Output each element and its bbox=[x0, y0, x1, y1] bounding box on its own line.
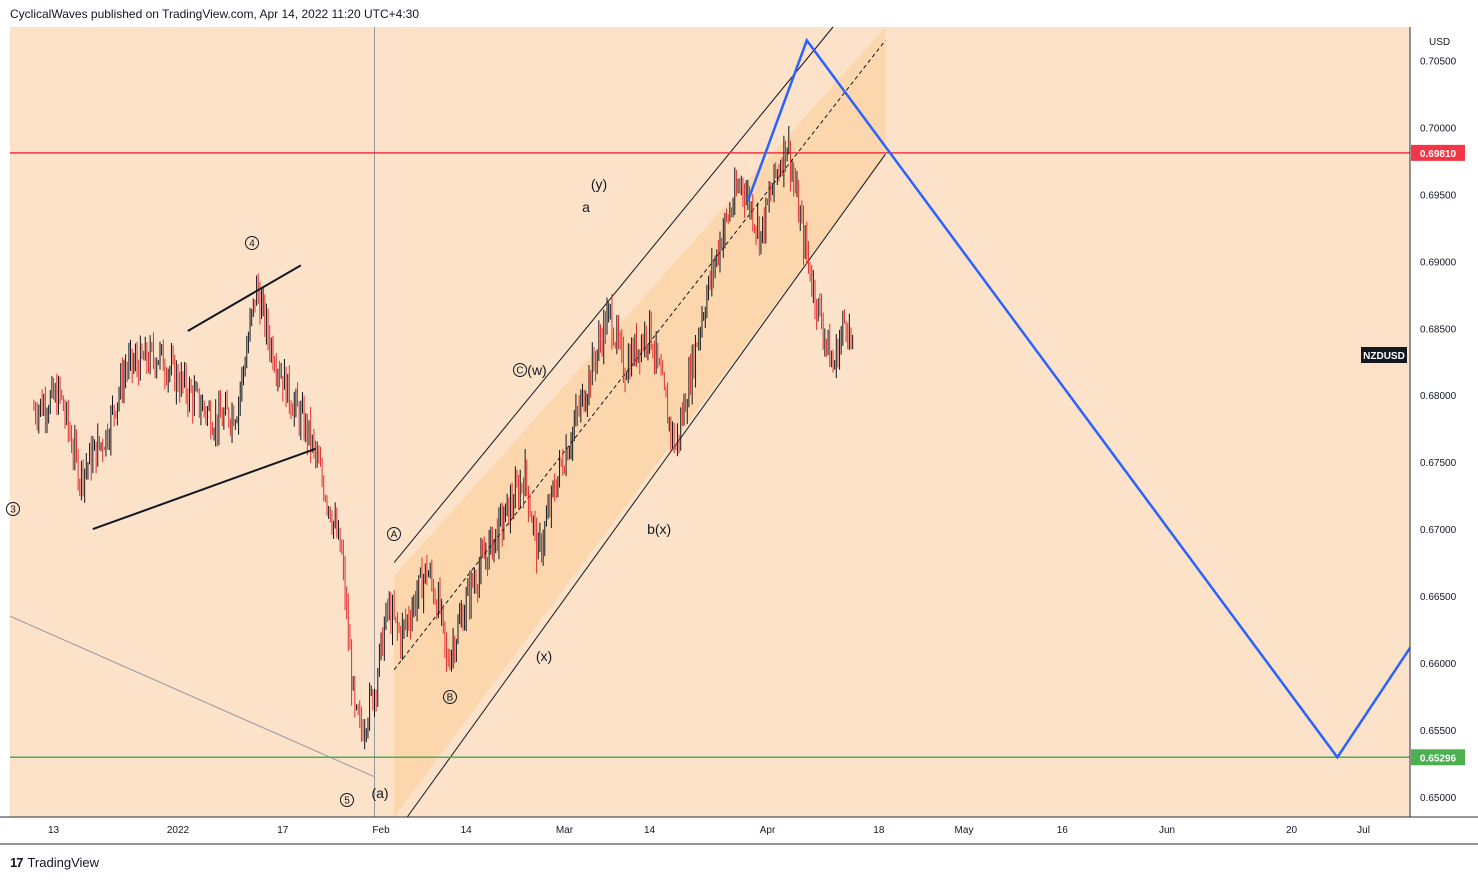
wave-label-1: 4 bbox=[245, 236, 259, 250]
wave-label-2: 5 bbox=[340, 793, 354, 807]
x-tick-label-5: Mar bbox=[556, 825, 574, 836]
tradingview-footer[interactable]: 17 TradingView bbox=[10, 853, 99, 871]
wave-label-circle-5 bbox=[443, 690, 457, 704]
wave-label-12: (x) bbox=[655, 521, 671, 537]
x-tick-label-2: 17 bbox=[277, 825, 289, 836]
y-tick-label-4: 0.68500 bbox=[1420, 324, 1457, 335]
tradingview-logo-icon: 17 bbox=[10, 854, 24, 870]
wave-label-text-0: 3 bbox=[10, 505, 16, 516]
wave-label-4: A bbox=[387, 527, 401, 541]
wave-label-circle-2 bbox=[340, 793, 354, 807]
y-tick-label-7: 0.67000 bbox=[1420, 525, 1457, 536]
x-tick-label-11: Jun bbox=[1159, 825, 1175, 836]
x-tick-label-7: Apr bbox=[760, 825, 776, 836]
currency-label: USD bbox=[1429, 37, 1450, 48]
wave-label-0: 3 bbox=[6, 502, 20, 516]
wave-label-text-11: b bbox=[647, 521, 655, 537]
candle-layer bbox=[33, 125, 854, 750]
wave-label-circle-6 bbox=[513, 363, 527, 377]
x-tick-label-12: 20 bbox=[1286, 825, 1298, 836]
x-tick-label-3: Feb bbox=[372, 825, 390, 836]
tradingview-brand: TradingView bbox=[27, 854, 100, 870]
wave-label-7: (w) bbox=[527, 362, 546, 378]
wave-label-text-9: a bbox=[582, 199, 590, 215]
level-tag-0: 0.69810 bbox=[1420, 149, 1457, 160]
wave-label-3: (a) bbox=[371, 785, 388, 801]
x-tick-label-4: 14 bbox=[461, 825, 473, 836]
wave-label-11: b bbox=[647, 521, 655, 537]
wave-label-10: (y) bbox=[591, 176, 607, 192]
plot-background bbox=[10, 27, 1410, 817]
wave-label-text-1: 4 bbox=[249, 239, 255, 250]
wave-label-layer: 345 (a)ABC (w)(x)a(y)b (x) bbox=[6, 176, 671, 807]
x-tick-label-1: 2022 bbox=[167, 825, 190, 836]
y-tick-label-1: 0.70000 bbox=[1420, 123, 1457, 134]
time-axis-bg bbox=[0, 817, 1478, 844]
wave-label-text-10: (y) bbox=[591, 176, 607, 192]
wave-label-text-6: C bbox=[516, 366, 523, 377]
channel-lower-line bbox=[406, 153, 886, 818]
wave-label-text-2: 5 bbox=[344, 796, 350, 807]
y-tick-label-2: 0.69500 bbox=[1420, 190, 1457, 201]
y-tick-label-6: 0.67500 bbox=[1420, 458, 1457, 469]
projection-zigzag bbox=[746, 37, 1437, 760]
wave-label-text-3: (a) bbox=[371, 785, 388, 801]
symbol-tag: NZDUSD bbox=[1363, 351, 1405, 362]
level-tag-1: 0.65296 bbox=[1420, 753, 1457, 764]
chart-attribution: CyclicalWaves published on TradingView.c… bbox=[10, 7, 420, 21]
wave-label-text-4: A bbox=[391, 530, 398, 541]
level-tag-bg-0 bbox=[1411, 144, 1465, 161]
x-tick-label-13: Jul bbox=[1357, 825, 1370, 836]
wave-label-text-5: B bbox=[447, 693, 454, 704]
wave-label-text-8: (x) bbox=[536, 648, 552, 664]
wave-label-circle-1 bbox=[245, 236, 259, 250]
level-tag-bg-1 bbox=[1411, 749, 1465, 766]
x-tick-label-0: 13 bbox=[48, 825, 60, 836]
y-tick-label-10: 0.65500 bbox=[1420, 726, 1457, 737]
drawing-layer bbox=[92, 37, 1437, 760]
x-tick-label-8: 18 bbox=[873, 825, 885, 836]
wave-label-8: (x) bbox=[536, 648, 552, 664]
wave-label-circle-4 bbox=[387, 527, 401, 541]
y-tick-label-3: 0.69000 bbox=[1420, 257, 1457, 268]
wave-label-text-7: (w) bbox=[527, 362, 546, 378]
symbol-tag-bg bbox=[1361, 347, 1407, 363]
y-tick-label-9: 0.66000 bbox=[1420, 659, 1457, 670]
wave-label-text-12: (x) bbox=[655, 521, 671, 537]
channel-upper-line bbox=[393, 26, 834, 563]
flag-lower-line bbox=[92, 447, 316, 531]
axis-layer: 0.70500 0.70000 0.69500 0.69000 0.68500 0.680… bbox=[0, 27, 1478, 845]
y-tick-label-8: 0.66500 bbox=[1420, 592, 1457, 603]
wave-label-circle-0 bbox=[6, 502, 20, 516]
x-tick-label-10: 16 bbox=[1057, 825, 1069, 836]
level-layer bbox=[9, 27, 1410, 817]
x-tick-label-9: May bbox=[955, 825, 974, 836]
trend-line-gray bbox=[9, 615, 375, 778]
y-tick-label-5: 0.68000 bbox=[1420, 391, 1457, 402]
wave-label-9: a bbox=[582, 199, 590, 215]
y-tick-label-11: 0.65000 bbox=[1420, 793, 1457, 804]
y-tick-label-0: 0.70500 bbox=[1420, 56, 1457, 67]
x-tick-label-6: 14 bbox=[644, 825, 656, 836]
wave-label-5: B bbox=[443, 690, 457, 704]
wave-label-6: C bbox=[513, 363, 527, 377]
flag-upper-line bbox=[187, 264, 302, 332]
